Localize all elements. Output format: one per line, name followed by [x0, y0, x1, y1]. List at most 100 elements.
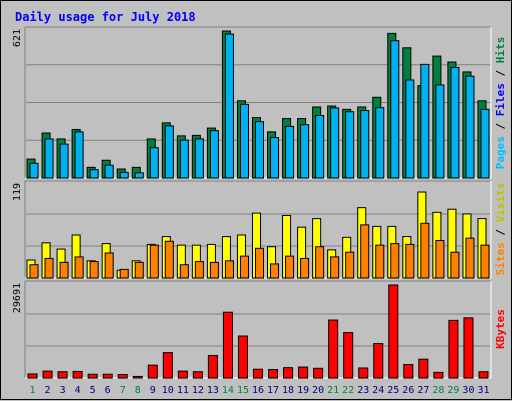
x-tick-label: 27 — [417, 385, 429, 396]
bar-files — [239, 103, 249, 179]
bar-kbytes — [207, 354, 218, 379]
bar-kbytes — [57, 371, 68, 379]
bar-files — [59, 143, 69, 179]
y-max-label: 29691 — [12, 283, 23, 313]
x-tick-label: 10 — [162, 385, 174, 396]
bar-kbytes — [237, 335, 248, 379]
x-tick-label: 9 — [150, 385, 156, 396]
x-tick-label: 13 — [207, 385, 219, 396]
bar-kbytes — [102, 373, 113, 379]
bar-kbytes — [117, 374, 128, 379]
bar-kbytes — [478, 371, 489, 379]
x-tick-label: 24 — [372, 385, 384, 396]
bar-sites — [375, 244, 385, 279]
bar-sites — [300, 257, 310, 279]
bar-files — [390, 40, 400, 179]
bar-sites — [134, 261, 144, 279]
x-tick-label: 11 — [177, 385, 189, 396]
bar-files — [44, 138, 54, 179]
bar-sites — [330, 256, 340, 279]
bar-sites — [164, 240, 174, 279]
panel-background — [25, 281, 491, 378]
bar-files — [89, 169, 99, 179]
bar-sites — [480, 244, 490, 279]
bar-sites — [59, 261, 69, 279]
bar-kbytes — [448, 319, 459, 379]
x-tick-label: 3 — [60, 385, 66, 396]
bar-kbytes — [42, 370, 53, 379]
x-tick-label: 15 — [237, 385, 249, 396]
x-tick-label: 21 — [327, 385, 339, 396]
bar-files — [360, 110, 370, 179]
legend-separator: / — [494, 63, 507, 83]
bar-sites — [360, 224, 370, 279]
x-tick-label: 4 — [75, 385, 81, 396]
legend: Pages / Files / Hits — [494, 37, 507, 170]
bar-sites — [44, 257, 54, 279]
bar-sites — [420, 222, 430, 279]
bar-kbytes — [313, 367, 324, 379]
bar-files — [375, 107, 385, 179]
x-tick-label: 26 — [402, 385, 414, 396]
bar-sites — [239, 255, 249, 279]
bar-files — [149, 147, 159, 179]
x-tick-label: 18 — [282, 385, 294, 396]
bar-files — [209, 130, 219, 179]
bar-sites — [119, 268, 129, 279]
bar-sites — [315, 246, 325, 279]
bar-sites — [345, 251, 355, 279]
bar-files — [345, 111, 355, 179]
bar-files — [104, 164, 114, 179]
bar-files — [465, 75, 475, 179]
bar-kbytes — [192, 371, 203, 379]
bar-sites — [254, 247, 265, 279]
x-tick-label: 2 — [45, 385, 51, 396]
bar-kbytes — [147, 364, 158, 379]
bar-sites — [29, 264, 39, 279]
bar-sites — [465, 237, 475, 279]
bar-files — [315, 115, 325, 179]
bar-files — [330, 107, 340, 179]
bar-files — [285, 125, 295, 179]
y-max-label: 119 — [12, 183, 23, 201]
x-tick-label: 12 — [192, 385, 204, 396]
bar-files — [300, 124, 310, 179]
bar-files — [164, 125, 174, 179]
bar-kbytes — [87, 373, 98, 379]
bar-kbytes — [298, 366, 309, 379]
bar-sites — [450, 251, 460, 279]
bar-files — [74, 131, 84, 179]
x-tick-label: 23 — [357, 385, 369, 396]
x-tick-label: 17 — [267, 385, 279, 396]
bar-files — [450, 66, 460, 179]
bar-kbytes — [177, 370, 188, 379]
bar-files — [420, 63, 430, 179]
bar-kbytes — [388, 284, 399, 379]
bar-kbytes — [132, 375, 143, 379]
bar-kbytes — [222, 311, 233, 379]
bar-sites — [89, 261, 99, 279]
bar-files — [179, 139, 189, 179]
x-tick-label: 29 — [447, 385, 459, 396]
bar-files — [254, 121, 265, 179]
bar-kbytes — [162, 352, 173, 379]
bar-kbytes — [433, 371, 444, 379]
x-tick-label: 30 — [462, 385, 474, 396]
x-tick-label: 14 — [222, 385, 234, 396]
bar-sites — [104, 252, 114, 279]
bar-files — [270, 137, 280, 179]
legend-kbytes: KBytes — [494, 309, 507, 349]
bar-sites — [405, 243, 415, 279]
x-tick-label: 28 — [432, 385, 444, 396]
x-tick-label: 22 — [342, 385, 354, 396]
legend-separator: / — [494, 116, 507, 136]
bar-sites — [179, 264, 189, 279]
bar-sites — [194, 261, 204, 279]
bar-kbytes — [358, 367, 369, 379]
x-tick-label: 31 — [477, 385, 489, 396]
bar-files — [224, 33, 234, 179]
bar-kbytes — [283, 367, 294, 379]
bar-kbytes — [72, 370, 83, 379]
legend-visits: Visits — [494, 183, 507, 223]
legend-hits: Hits — [494, 37, 507, 64]
